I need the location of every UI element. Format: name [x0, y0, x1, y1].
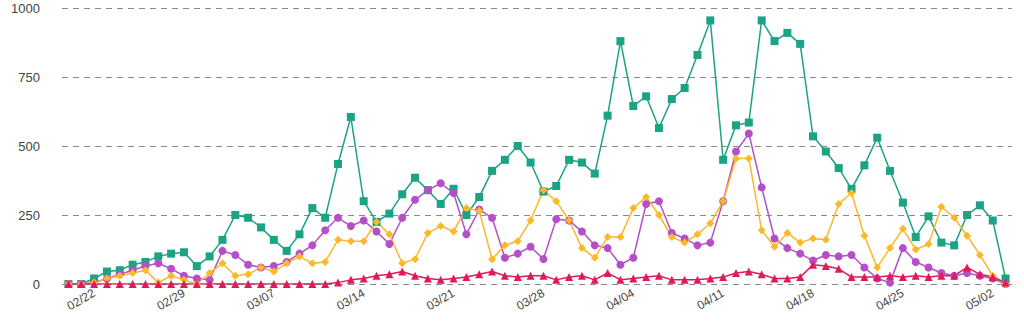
- svg-text:05/02: 05/02: [963, 286, 996, 313]
- svg-text:500: 500: [18, 139, 40, 154]
- svg-text:03/14: 03/14: [334, 286, 367, 313]
- svg-text:04/11: 04/11: [694, 286, 726, 313]
- svg-text:02/22: 02/22: [65, 286, 98, 313]
- svg-text:03/28: 03/28: [514, 286, 547, 313]
- svg-text:03/21: 03/21: [424, 286, 457, 313]
- svg-text:0: 0: [33, 277, 40, 292]
- svg-text:04/18: 04/18: [784, 286, 817, 313]
- svg-text:250: 250: [18, 208, 40, 223]
- svg-text:1000: 1000: [11, 1, 40, 16]
- svg-text:02/29: 02/29: [154, 286, 187, 313]
- svg-text:04/25: 04/25: [873, 286, 906, 313]
- svg-text:750: 750: [18, 70, 40, 85]
- svg-text:04/04: 04/04: [604, 286, 637, 313]
- svg-text:03/07: 03/07: [244, 286, 277, 313]
